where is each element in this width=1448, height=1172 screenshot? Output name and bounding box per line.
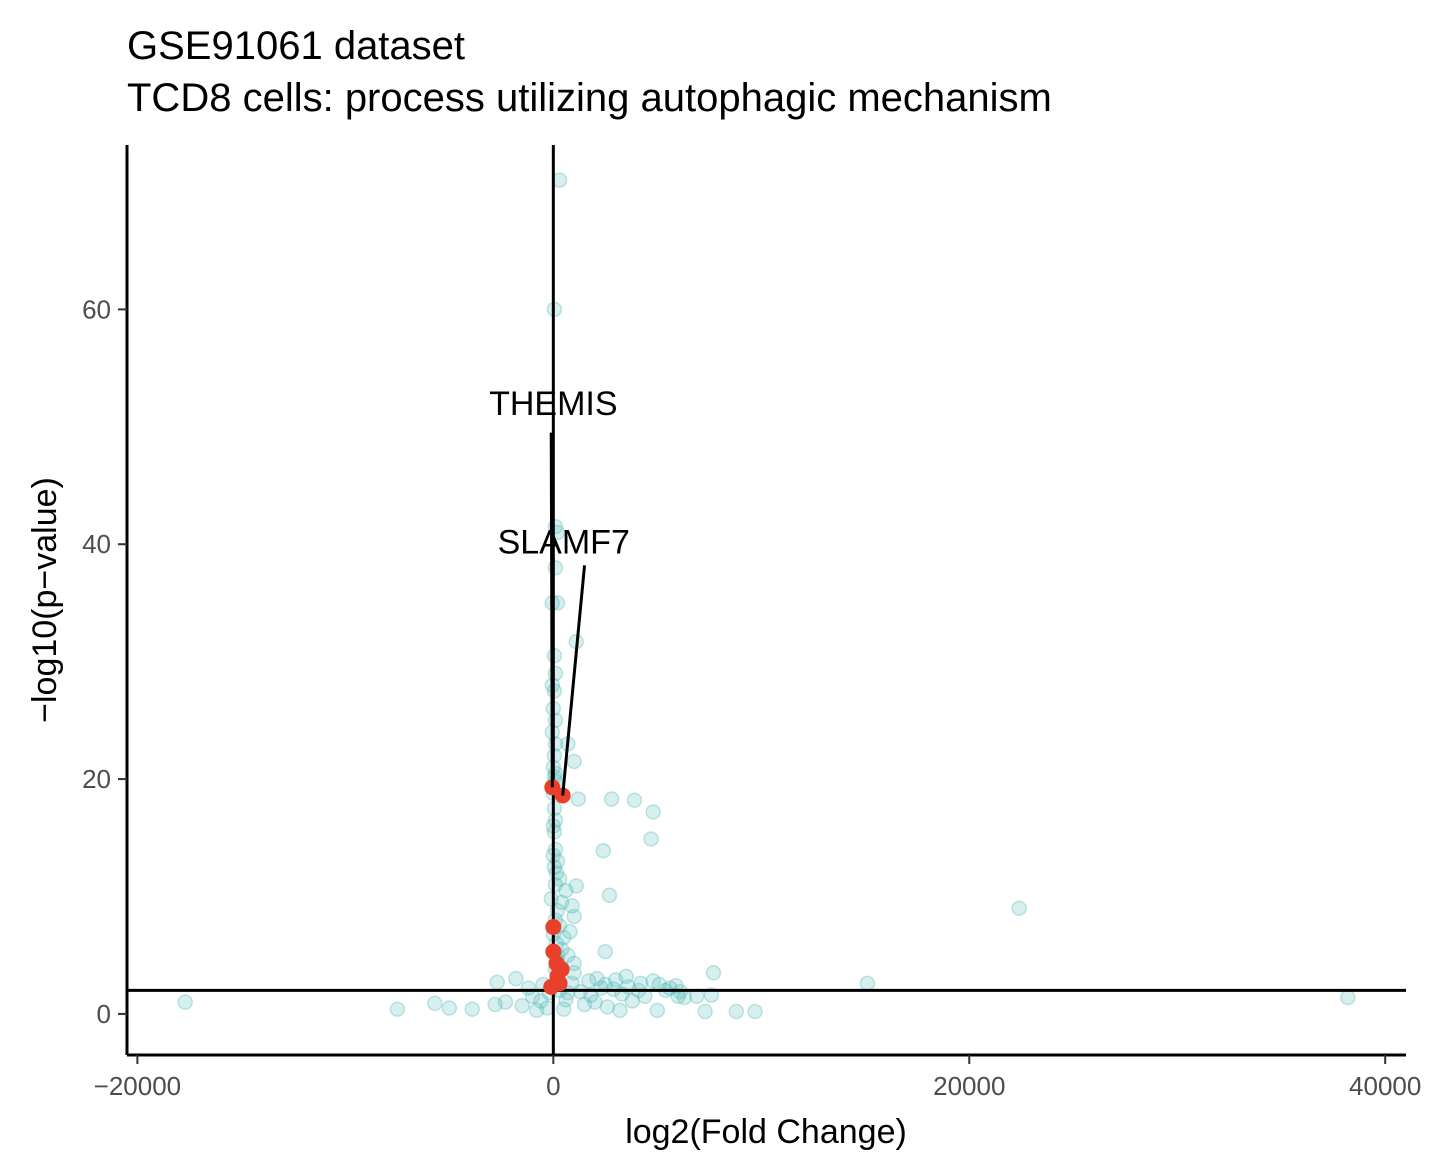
data-point xyxy=(645,804,661,820)
data-point xyxy=(597,943,614,960)
data-point xyxy=(705,965,722,981)
data-point xyxy=(520,980,537,996)
data-point xyxy=(497,994,514,1010)
data-point xyxy=(489,974,505,990)
data-point xyxy=(487,996,503,1013)
data-point xyxy=(1011,900,1027,916)
x-tick-label: 0 xyxy=(546,1071,560,1101)
data-point xyxy=(603,791,620,807)
highlight-point xyxy=(543,978,560,995)
data-point xyxy=(595,842,611,859)
data-point xyxy=(859,975,876,992)
data-point xyxy=(566,753,582,770)
data-point xyxy=(508,970,524,987)
axes: −20000 0 20000 40000 0 20 40 60 xyxy=(82,145,1421,1101)
data-point xyxy=(649,1002,666,1019)
data-point xyxy=(697,1003,713,1020)
data-point xyxy=(441,1000,458,1016)
data-point xyxy=(427,995,443,1012)
data-point xyxy=(632,975,649,992)
data-point xyxy=(564,898,580,914)
y-axis-title: −log10(p−value) xyxy=(26,477,64,723)
data-point xyxy=(562,923,578,940)
y-tick-label: 60 xyxy=(82,294,111,324)
chart-subtitle: TCD8 cells: process utilizing autophagic… xyxy=(127,76,1052,120)
data-point xyxy=(566,908,582,925)
reference-lines xyxy=(127,145,1406,1055)
highlight-points xyxy=(543,779,571,995)
y-tick-label: 0 xyxy=(97,999,111,1029)
data-point xyxy=(528,1002,545,1019)
data-point xyxy=(728,1003,745,1020)
data-point xyxy=(558,882,574,899)
data-point xyxy=(643,831,659,847)
data-point xyxy=(566,955,582,972)
background-points xyxy=(177,172,1356,1020)
chart-title: GSE91061 dataset xyxy=(127,24,466,68)
data-point xyxy=(580,973,597,989)
annotation-leader-line xyxy=(561,565,587,796)
x-tick-label: 20000 xyxy=(933,1071,1005,1101)
data-point xyxy=(626,792,643,808)
y-tick-label: 40 xyxy=(82,529,111,559)
data-point xyxy=(514,997,530,1014)
data-point xyxy=(747,1003,763,1020)
data-point xyxy=(548,865,565,881)
data-point xyxy=(533,993,549,1009)
data-point xyxy=(618,968,634,985)
data-point xyxy=(555,1001,572,1017)
data-point xyxy=(599,999,616,1015)
data-point xyxy=(587,994,603,1010)
data-point xyxy=(576,996,593,1013)
gene-annotations: THEMIS SLAMF7 xyxy=(489,385,630,796)
data-point xyxy=(543,891,560,907)
data-point xyxy=(601,887,618,904)
y-tick-label: 20 xyxy=(82,764,111,794)
data-point xyxy=(558,992,574,1008)
x-tick-label: −20000 xyxy=(94,1071,181,1101)
data-point xyxy=(570,791,587,807)
highlight-point xyxy=(545,919,562,936)
data-point xyxy=(589,970,605,987)
x-axis-title: log2(Fold Change) xyxy=(625,1113,907,1151)
gene-label-slamf7: SLAMF7 xyxy=(498,524,630,562)
data-point xyxy=(607,972,624,988)
data-point xyxy=(560,947,576,963)
data-point xyxy=(555,929,572,946)
data-point xyxy=(662,980,678,996)
data-point xyxy=(624,993,641,1009)
data-point xyxy=(645,973,661,989)
data-point xyxy=(464,1001,480,1017)
annotation-leader-line xyxy=(549,432,554,788)
data-point xyxy=(177,994,193,1010)
data-point xyxy=(568,878,584,894)
data-point xyxy=(389,1001,406,1017)
x-tick-label: 40000 xyxy=(1349,1071,1421,1101)
gene-label-themis: THEMIS xyxy=(489,385,617,423)
data-point xyxy=(612,1002,628,1019)
data-point xyxy=(1340,989,1356,1006)
